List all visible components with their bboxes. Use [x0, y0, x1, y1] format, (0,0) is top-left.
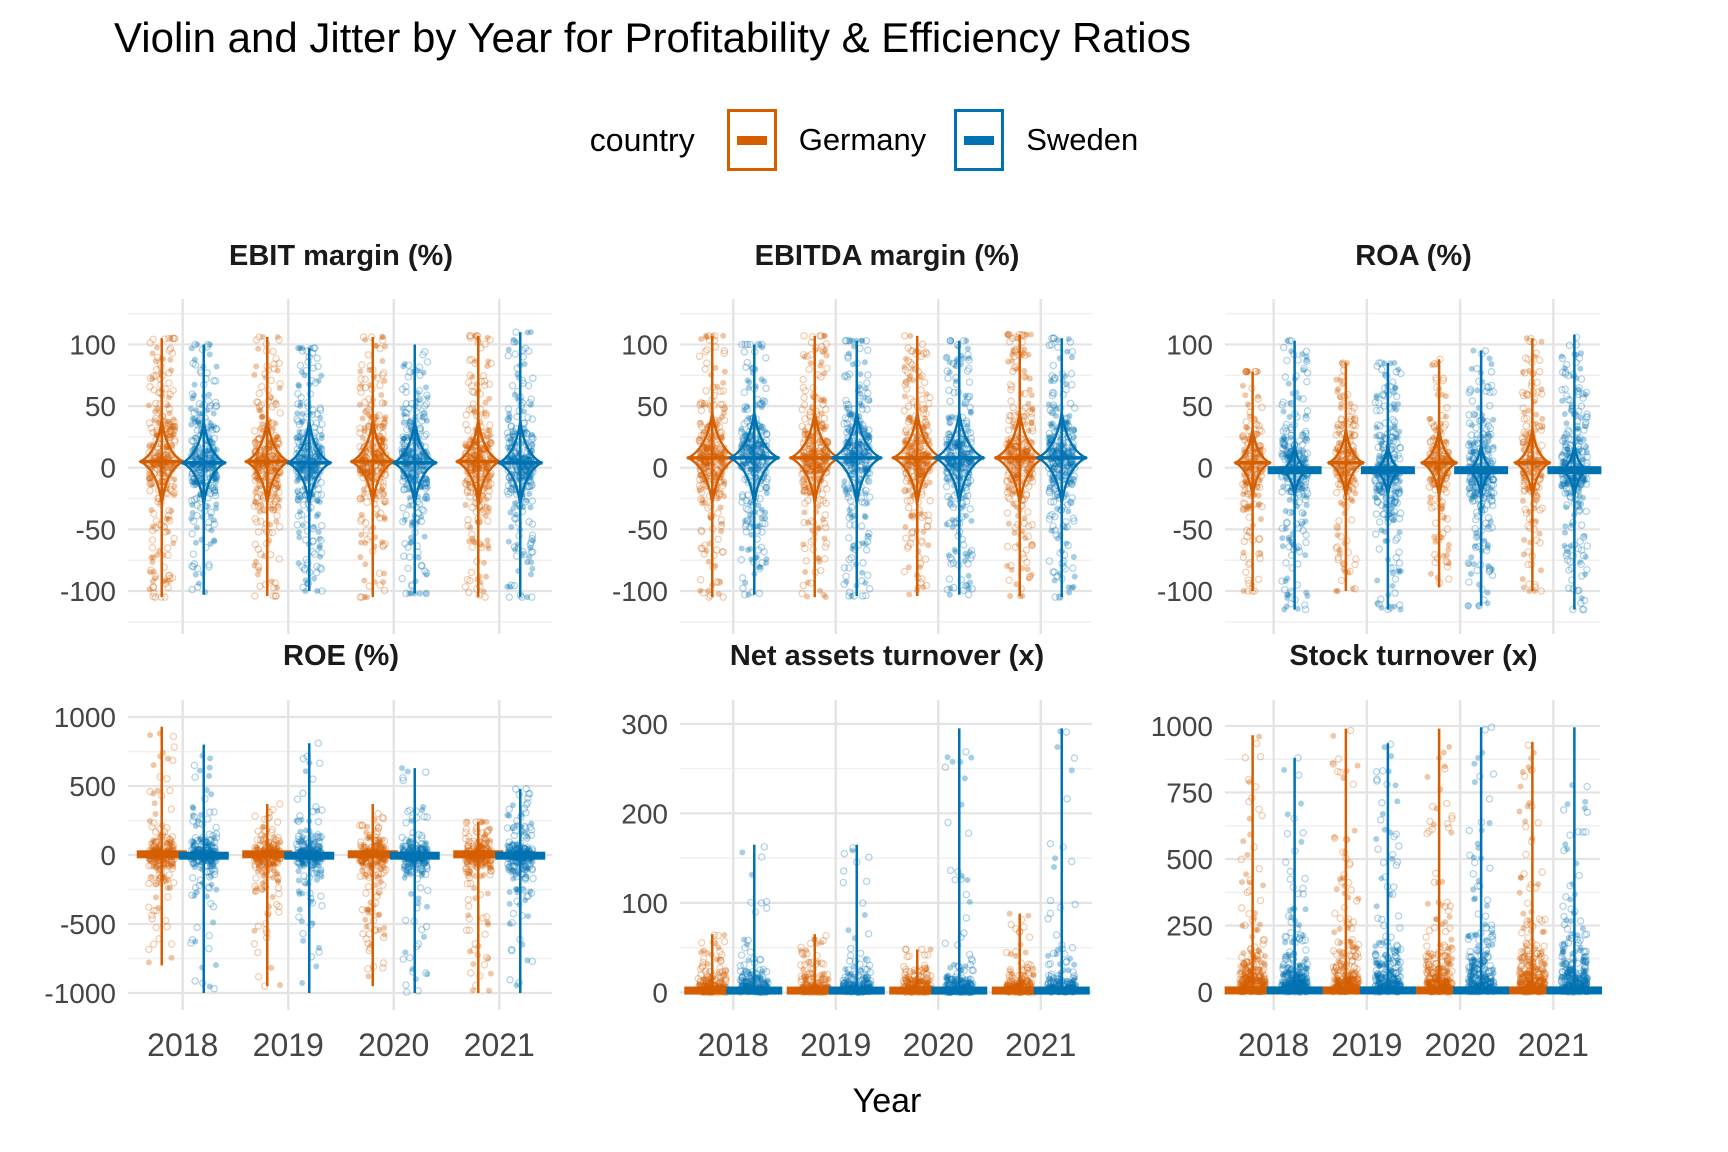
svg-text:50: 50: [637, 391, 668, 422]
svg-text:0: 0: [100, 453, 116, 484]
facet-title-net-assets-turnover: Net assets turnover (x): [729, 640, 1045, 672]
svg-text:0: 0: [1197, 453, 1213, 484]
legend-label-germany: Germany: [798, 122, 927, 157]
svg-text:-100: -100: [60, 576, 116, 607]
svg-text:100: 100: [1166, 329, 1213, 360]
x-axis-title: Year: [852, 1082, 922, 1120]
svg-text:-50: -50: [628, 514, 668, 545]
legend-item-sweden: Sweden: [954, 109, 1138, 171]
legend-label-sweden: Sweden: [1026, 122, 1139, 157]
svg-text:50: 50: [1182, 391, 1213, 422]
svg-text:100: 100: [69, 329, 116, 360]
legend-title: country: [589, 121, 695, 158]
facet-title-ebitda-margin: EBITDA margin (%): [754, 240, 1020, 272]
legend: country Germany Sweden: [0, 98, 1728, 182]
facet-panel-1: 100 50 0 -50 -100: [612, 299, 1092, 634]
svg-text:-100: -100: [1157, 576, 1213, 607]
legend-item-germany: Germany: [726, 109, 927, 171]
violin-key-sweden-icon: [954, 109, 1005, 171]
svg-text:-50: -50: [1173, 514, 1213, 545]
facet-title-ebit-margin: EBIT margin (%): [229, 240, 453, 272]
facet-title-roe: ROE (%): [283, 640, 399, 672]
svg-text:0: 0: [652, 453, 668, 484]
facet-panel-0: 100 50 0 -50 -100: [60, 299, 552, 634]
svg-text:-100: -100: [612, 576, 668, 607]
svg-text:50: 50: [85, 391, 116, 422]
violin-key-germany-icon: [726, 109, 777, 171]
facet-panel-2: 100 50 0 -50 -100: [1157, 299, 1602, 634]
svg-text:100: 100: [621, 329, 668, 360]
svg-text:-50: -50: [76, 514, 116, 545]
facet-title-stock-turnover: Stock turnover (x): [1289, 640, 1538, 672]
facet-title-roa: ROA (%): [1355, 240, 1472, 272]
chart-title: Violin and Jitter by Year for Profitabil…: [114, 14, 1191, 61]
